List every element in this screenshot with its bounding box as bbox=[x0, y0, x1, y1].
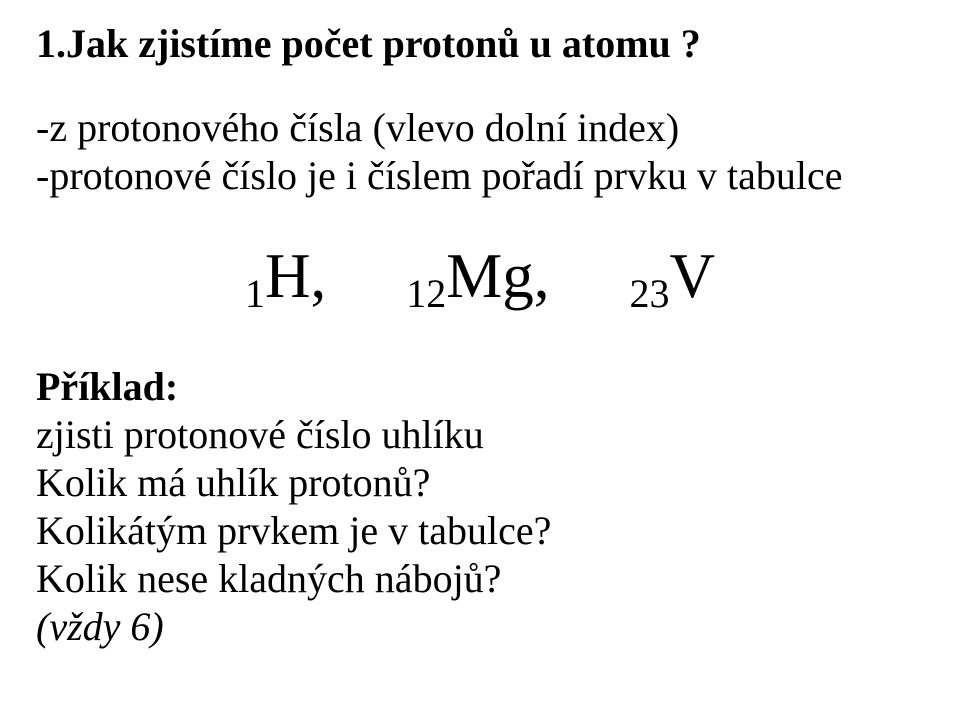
document-page: 1.Jak zjistíme počet protonů u atomu ? -… bbox=[0, 0, 960, 702]
example-line-3: Kolikátým prvkem je v tabulce? bbox=[36, 507, 924, 555]
example-line-1: zjisti protonové číslo uhlíku bbox=[36, 411, 924, 459]
example-label: Příklad: bbox=[36, 363, 924, 411]
example-block: Příklad: zjisti protonové číslo uhlíku K… bbox=[36, 363, 924, 651]
subscript-12: 12 bbox=[406, 270, 446, 317]
element-h: H, bbox=[265, 240, 326, 313]
example-line-4: Kolik nese kladných nábojů? bbox=[36, 555, 924, 603]
subscript-23: 23 bbox=[630, 270, 670, 317]
answer-line-2: -protonové číslo je i číslem pořadí prvk… bbox=[36, 152, 924, 200]
example-line-2: Kolik má uhlík protonů? bbox=[36, 459, 924, 507]
element-mg: Mg bbox=[446, 240, 534, 313]
comma-2: , bbox=[534, 240, 550, 313]
answer-block: -z protonového čísla (vlevo dolní index)… bbox=[36, 104, 924, 200]
subscript-1: 1 bbox=[245, 270, 265, 317]
example-answer: (vždy 6) bbox=[36, 603, 924, 651]
answer-line-1: -z protonového čísla (vlevo dolní index) bbox=[36, 104, 924, 152]
question-heading: 1.Jak zjistíme počet protonů u atomu ? bbox=[36, 20, 924, 68]
element-v: V bbox=[670, 240, 716, 313]
formula-line: 1H,12Mg ,23V bbox=[36, 240, 924, 313]
